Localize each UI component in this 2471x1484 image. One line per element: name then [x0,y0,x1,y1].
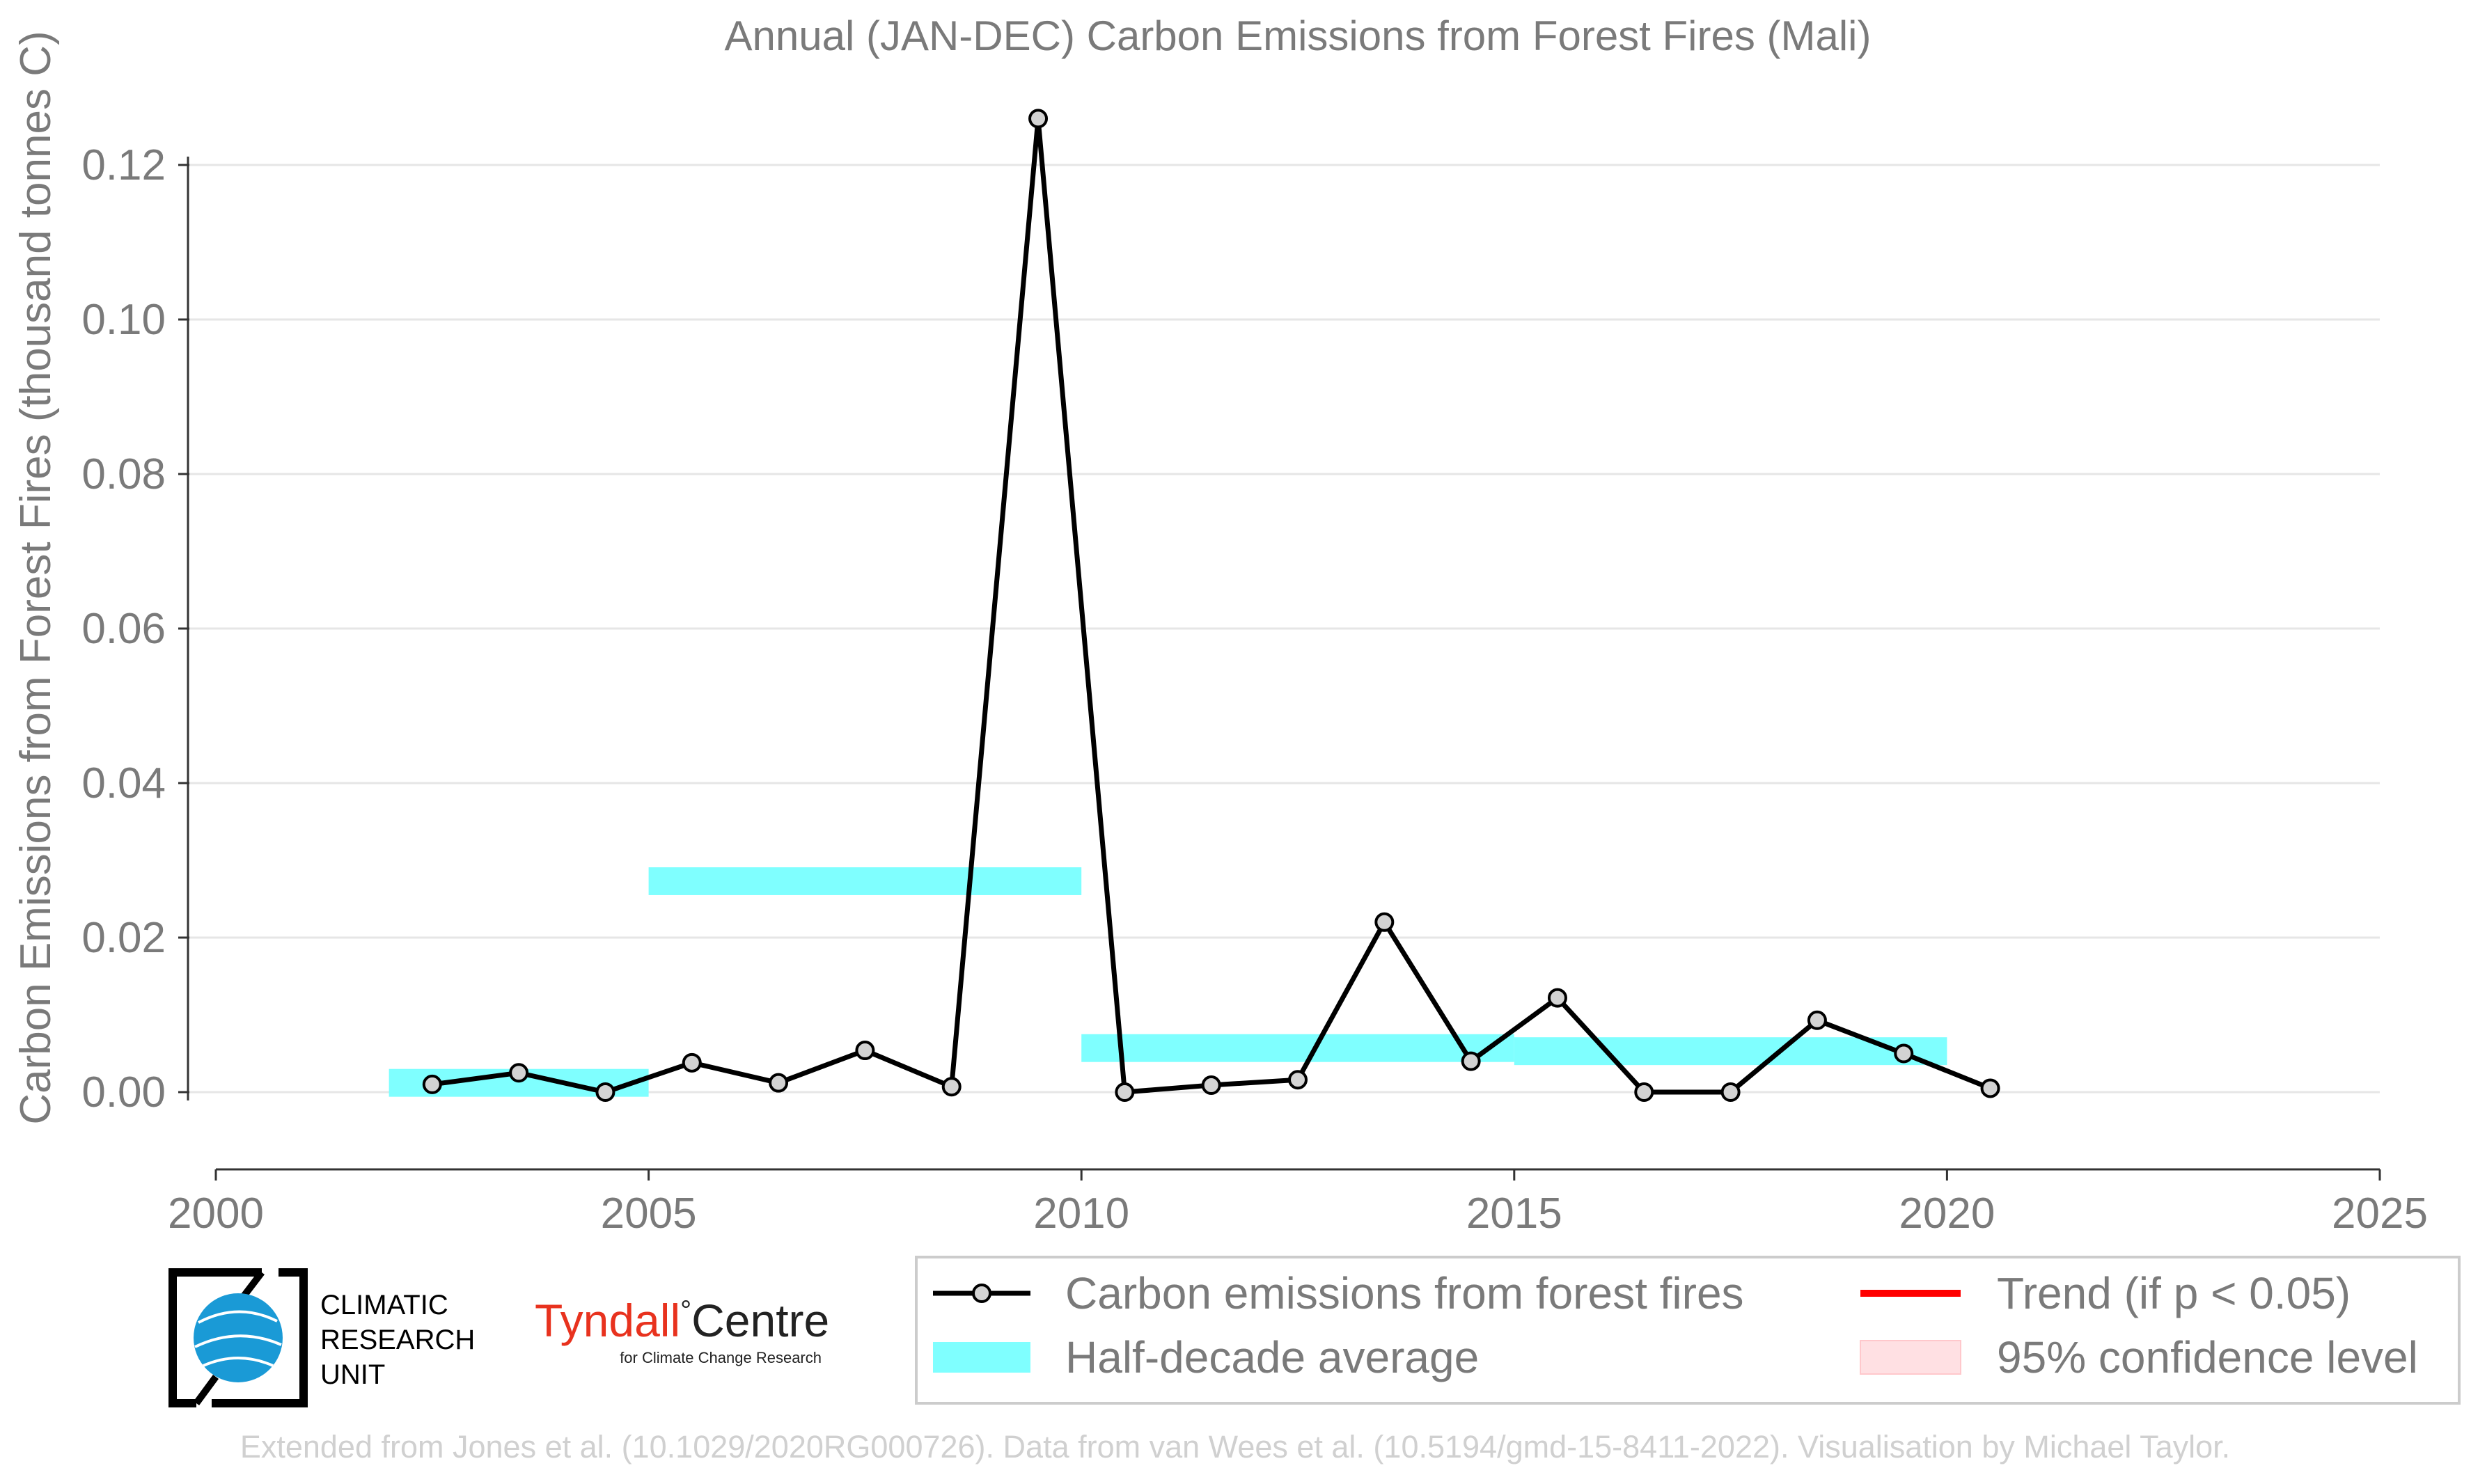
tyndall-degree: ° [680,1295,691,1326]
tyndall-logo: Tyndall°Centre for Climate Change Resear… [535,1295,829,1366]
tyndall-name-part2: Centre [691,1295,829,1346]
half-decade-bar [648,867,1082,895]
emissions-series [422,109,2000,1102]
emissions-point [682,1052,702,1073]
emissions-point [855,1041,875,1061]
emissions-point [1288,1070,1308,1090]
emissions-point [595,1082,615,1102]
legend-box [915,1256,2461,1405]
legend: Carbon emissions from forest fires Trend… [915,1256,2461,1405]
y-tick-labels: 0.00 0.02 0.04 0.06 0.08 0.10 0.12 [81,141,166,1116]
y-tick-label: 0.02 [81,914,166,962]
tyndall-name-part1: Tyndall [535,1295,680,1346]
emissions-point [1807,1010,1827,1030]
legend-band-swatch [933,1342,1030,1373]
half-decade-bar [1514,1037,1947,1066]
emissions-point [1720,1082,1741,1102]
emissions-point [1374,912,1395,932]
legend-marker-swatch [972,1284,991,1303]
y-tick-label: 0.12 [81,141,166,189]
cru-text-line3: UNIT [320,1359,385,1390]
x-tick-label: 2000 [168,1190,264,1238]
cru-text-line1: CLIMATIC [320,1290,448,1320]
emissions-point [1115,1082,1135,1102]
x-tick-label: 2025 [2332,1190,2428,1238]
chart-title: Annual (JAN-DEC) Carbon Emissions from F… [724,13,1871,59]
y-axis-label: Carbon Emissions from Forest Fires (thou… [12,31,60,1124]
emissions-point [769,1073,789,1093]
gridlines [178,164,2380,1094]
legend-label-half-decade: Half-decade average [1065,1332,1479,1382]
y-tick-label: 0.10 [81,296,166,344]
y-tick-label: 0.04 [81,759,166,807]
legend-label-trend: Trend (if p < 0.05) [1997,1268,2351,1318]
emissions-point [941,1077,962,1097]
emissions-point [509,1063,529,1083]
emissions-point [1894,1043,1914,1064]
y-tick-label: 0.08 [81,450,166,498]
x-tick-label: 2015 [1466,1190,1562,1238]
cru-logo: CLIMATIC RESEARCH UNIT [168,1268,475,1407]
half-decade-bar [1081,1034,1514,1062]
emissions-point [1547,988,1567,1008]
legend-label-confidence: 95% confidence level [1997,1332,2418,1382]
emissions-point [1201,1075,1221,1096]
svg-text:Tyndall°Centre: Tyndall°Centre [535,1295,829,1346]
footer-credit: Extended from Jones et al. (10.1029/2020… [240,1429,2230,1465]
tyndall-subtitle: for Climate Change Research [620,1349,822,1366]
x-tick-label: 2005 [601,1190,697,1238]
x-tick-label: 2010 [1033,1190,1129,1238]
emissions-line [432,116,1991,1095]
emissions-point [422,1074,442,1094]
legend-label-emissions: Carbon emissions from forest fires [1065,1268,1744,1318]
axes [187,157,2381,1181]
y-tick-label: 0.06 [81,605,166,653]
x-tick-labels: 2000 2005 2010 2015 2020 2025 [168,1190,2428,1238]
y-tick-label: 0.00 [81,1068,166,1116]
x-tick-label: 2020 [1899,1190,1995,1238]
emissions-point [1980,1078,2000,1098]
legend-ci-swatch [1860,1340,1961,1375]
emissions-point [1028,109,1049,129]
emissions-point [1634,1082,1654,1102]
emissions-point [1461,1051,1481,1071]
half-decade-bands [389,867,1947,1097]
cru-text-line2: RESEARCH [320,1325,475,1355]
